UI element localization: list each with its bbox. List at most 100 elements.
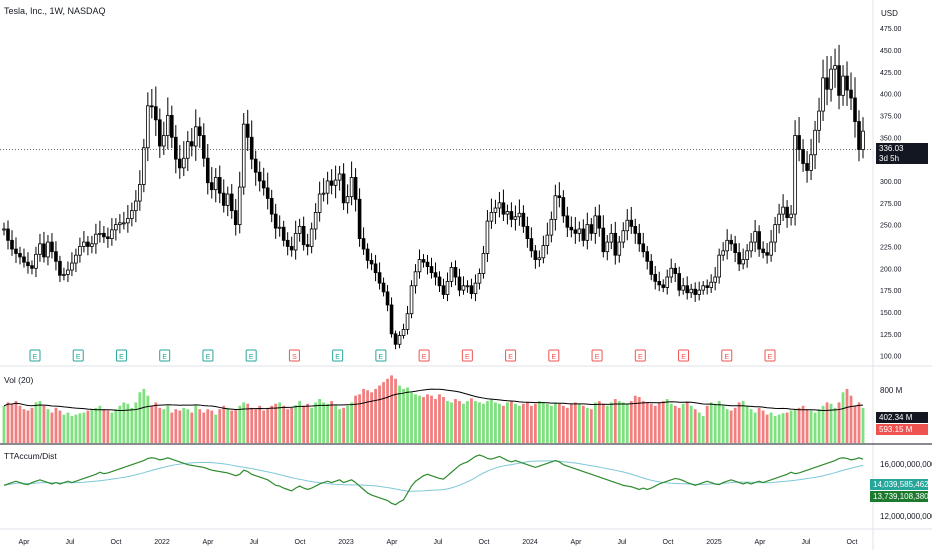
volume-bar — [402, 388, 405, 443]
volume-bar — [282, 405, 286, 443]
volume-bar — [797, 407, 801, 443]
volume-bar — [833, 407, 837, 443]
candle-body — [221, 192, 226, 206]
volume-bar — [669, 403, 673, 443]
earnings-marker — [72, 349, 84, 362]
volume-bar — [234, 409, 238, 443]
volume-bar — [813, 412, 817, 443]
volume-bar — [462, 403, 465, 443]
candle-body — [661, 284, 666, 288]
volume-bar — [34, 402, 38, 443]
candle-body — [717, 254, 721, 278]
volume-bar — [426, 394, 429, 443]
volume-bar — [146, 395, 150, 443]
volume-bar — [230, 410, 234, 443]
volume-bar — [617, 401, 621, 443]
candle-body — [457, 276, 462, 291]
volume-bar — [286, 409, 290, 443]
volume-bar — [641, 401, 645, 443]
volume-bar — [713, 403, 717, 443]
currency-label[interactable]: USD — [881, 9, 898, 18]
volume-bar — [450, 402, 453, 443]
candle-body — [405, 313, 410, 330]
candle-body — [126, 218, 130, 224]
volume-bar — [474, 401, 477, 443]
volume-bar — [278, 402, 282, 443]
volume-bar — [733, 407, 737, 443]
time-axis-label: 2024 — [522, 539, 538, 546]
volume-bar — [593, 402, 597, 443]
candle-body — [177, 158, 182, 169]
volume-bar — [90, 409, 94, 443]
volume-bar — [246, 403, 250, 443]
candle-body — [653, 274, 658, 282]
time-axis-label: Oct — [295, 539, 306, 546]
candle-body — [689, 288, 694, 294]
volume-bar — [629, 401, 633, 443]
candle-body — [477, 273, 482, 284]
price-tick: 425.00 — [880, 70, 902, 77]
volume-bar — [502, 405, 505, 443]
volume-bar — [86, 410, 90, 443]
volume-bar — [753, 412, 757, 443]
volume-bar — [853, 405, 857, 443]
time-axis-label: Jul — [618, 539, 627, 546]
candle-body — [853, 97, 857, 122]
volume-bar — [633, 395, 637, 443]
candle-body — [549, 218, 554, 236]
volume-bar — [238, 405, 242, 443]
candle-body — [297, 225, 302, 234]
candle-body — [737, 252, 741, 265]
candle-body — [281, 226, 286, 241]
candle-body — [62, 274, 66, 276]
candle-body — [789, 213, 793, 219]
candle-body — [777, 213, 781, 226]
volume-bar — [434, 399, 437, 443]
earnings-marker-label: E — [162, 354, 167, 361]
volume-bar — [454, 399, 457, 443]
candle-body — [42, 243, 46, 258]
candle-body — [593, 215, 598, 234]
volume-bar — [721, 405, 725, 443]
accum-line — [3, 454, 864, 506]
earnings-marker — [288, 349, 300, 362]
volume-bar — [242, 402, 246, 443]
candle-body — [637, 232, 642, 245]
volume-bar — [414, 394, 417, 443]
candle-body — [90, 243, 94, 247]
volume-bar — [605, 405, 609, 443]
candle-body — [665, 276, 670, 288]
candle-body — [361, 238, 366, 250]
volume-bar — [102, 409, 106, 443]
volume-bar — [637, 397, 641, 443]
volume-bar — [805, 409, 809, 443]
candle-body — [337, 173, 342, 181]
candle-body — [18, 253, 22, 258]
time-axis-label: Apr — [387, 539, 399, 546]
candle-body — [146, 105, 150, 149]
volume-bar — [498, 403, 501, 443]
earnings-marker — [418, 349, 430, 362]
volume-bar — [78, 413, 82, 443]
candle-body — [573, 229, 578, 234]
candle-body — [50, 241, 54, 253]
candle-body — [857, 121, 861, 150]
candle-body — [78, 246, 82, 256]
volume-bar — [198, 409, 202, 443]
time-axis-label: Oct — [479, 539, 490, 546]
candle-body — [70, 262, 74, 271]
candle-body — [289, 246, 294, 251]
candle-body — [693, 288, 697, 295]
volume-bar — [54, 407, 58, 443]
price-tick: 450.00 — [880, 48, 902, 55]
earnings-marker-label: E — [638, 354, 643, 361]
candle-body — [166, 115, 170, 136]
volume-bar — [609, 402, 613, 443]
volume-bar — [458, 401, 461, 443]
volume-bar — [210, 410, 214, 443]
volume-bar — [486, 401, 489, 443]
price-tick: 200.00 — [880, 266, 902, 273]
candle-body — [74, 254, 78, 264]
volume-bar — [725, 409, 729, 443]
candle-body — [625, 219, 630, 232]
